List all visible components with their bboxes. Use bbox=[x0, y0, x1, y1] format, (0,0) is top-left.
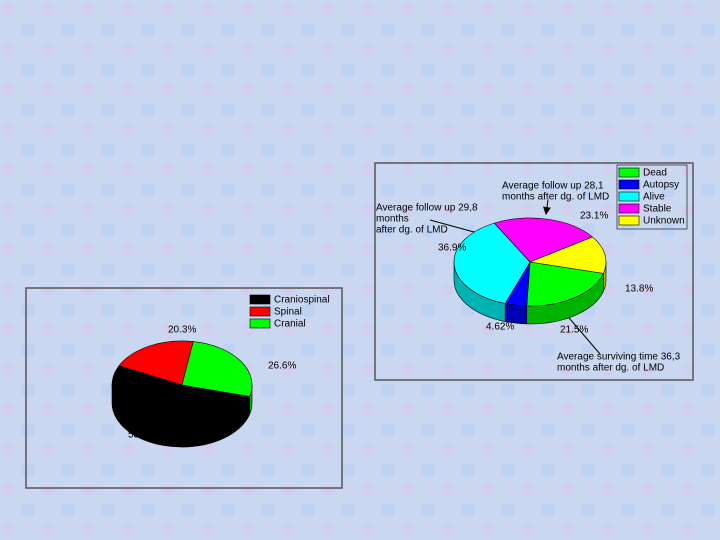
annotation: after dg. of LMD bbox=[376, 225, 448, 236]
legend-swatch bbox=[618, 203, 640, 214]
legend-swatch bbox=[618, 167, 640, 178]
legend-label: Cranial bbox=[274, 319, 306, 330]
slice bbox=[118, 340, 194, 386]
legend-label: Unknown bbox=[643, 216, 685, 227]
legend-swatch bbox=[249, 294, 271, 305]
annotation: months after dg. of LMD bbox=[502, 192, 609, 203]
legend-label: Stable bbox=[643, 204, 672, 215]
value-label: 20.3% bbox=[168, 325, 196, 336]
annotation: months after dg. of LMD bbox=[557, 363, 664, 374]
legend-swatch bbox=[618, 179, 640, 190]
legend-swatch bbox=[249, 318, 271, 329]
annotation: months bbox=[376, 214, 409, 225]
chart-frame bbox=[374, 162, 694, 381]
slice bbox=[453, 222, 531, 304]
value-label: 23.1% bbox=[580, 211, 608, 222]
value-label: 4.62% bbox=[486, 322, 514, 333]
legend-box bbox=[616, 164, 688, 230]
legend-swatch bbox=[618, 215, 640, 226]
legend-label: Dead bbox=[643, 168, 667, 179]
slice bbox=[181, 341, 253, 397]
slice bbox=[528, 236, 607, 274]
value-label: 36.9% bbox=[438, 243, 466, 254]
slice bbox=[526, 261, 604, 307]
value-label: 13.8% bbox=[625, 284, 653, 295]
legend-swatch bbox=[618, 191, 640, 202]
annotation: Average follow up 28,1 bbox=[502, 181, 604, 192]
value-label: 26.6% bbox=[268, 361, 296, 372]
slice bbox=[111, 365, 251, 430]
legend-label: Autopsy bbox=[643, 180, 679, 191]
annotation: Average surviving time 36,3 bbox=[557, 352, 681, 363]
chart-frame bbox=[25, 287, 343, 489]
legend-label: Alive bbox=[643, 192, 665, 203]
value-label: 53.1% bbox=[128, 430, 156, 441]
value-label: 21.5% bbox=[560, 325, 588, 336]
legend-label: Spinal bbox=[274, 307, 302, 318]
legend-label: Craniospinal bbox=[274, 295, 330, 306]
slice bbox=[493, 217, 594, 263]
arrow bbox=[543, 199, 551, 215]
annotation: Average follow up 29,8 bbox=[376, 203, 478, 214]
legend-swatch bbox=[249, 306, 271, 317]
